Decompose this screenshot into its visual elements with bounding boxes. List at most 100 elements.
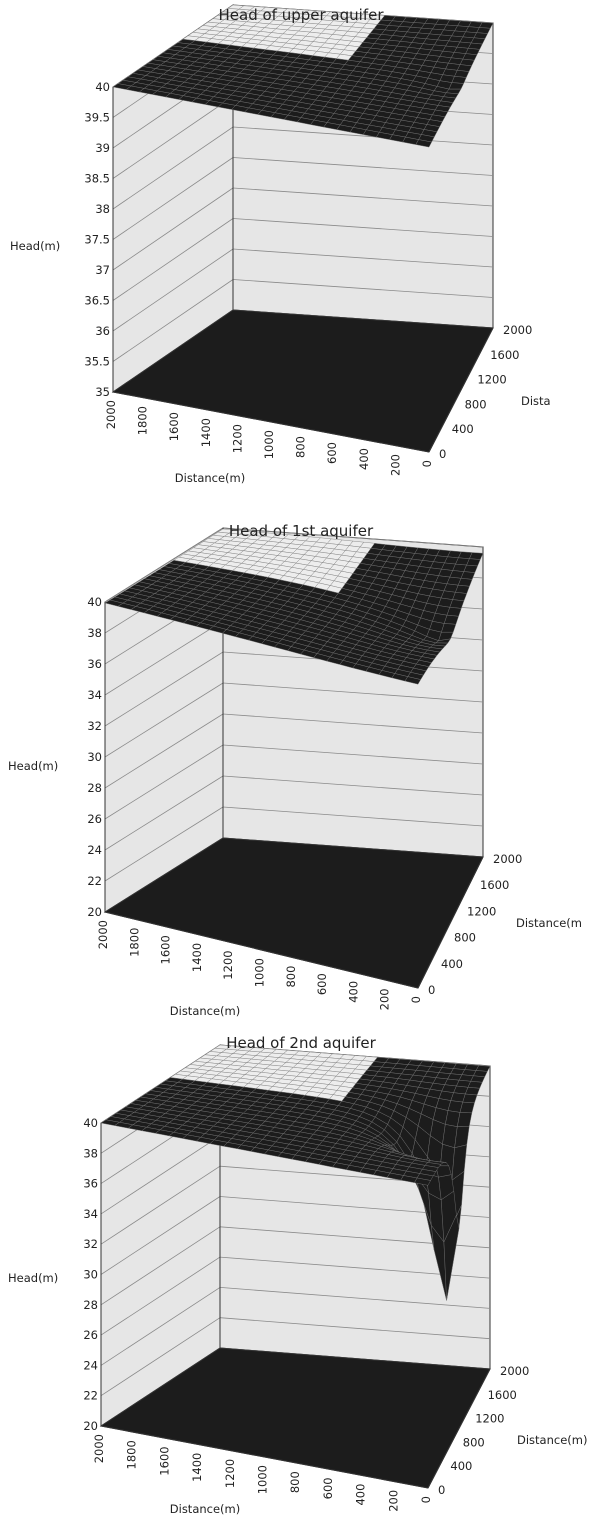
- surface-cell: [462, 1093, 478, 1104]
- z-tick-label: 22: [87, 874, 102, 888]
- z-tick-label: 36: [95, 324, 110, 338]
- x-axis-label: Distance(m): [170, 1502, 240, 1516]
- back-wall-gridline: [222, 775, 484, 796]
- x-tick-label: 1000: [256, 1465, 270, 1494]
- z-tick-label: 24: [83, 1358, 98, 1372]
- chart-title: Head of 2nd aquifer: [226, 1034, 376, 1052]
- surface-cell: [443, 614, 459, 625]
- surface-cell: [441, 623, 457, 633]
- chart-second-aquifer-svg: Head of 2nd aquifer 20 22 24 26 28 30 32 34 36 38 4…: [8, 1034, 587, 1516]
- left-wall-gridline: [112, 279, 234, 362]
- left-wall-gridline: [100, 1287, 221, 1366]
- z-tick-label: 34: [83, 1207, 98, 1221]
- chart-upper-aquifer-svg: Head of upper aquifer 35 35.5 36 36.5 37 37.5 3…: [10, 4, 551, 485]
- surface-cell: [467, 1081, 483, 1089]
- y-tick-label: 800: [454, 931, 476, 945]
- x-axis-line: [104, 911, 419, 989]
- left-wall-gridline: [100, 1196, 221, 1275]
- head-surface-mesh: [100, 1044, 491, 1301]
- y-tick-label: 800: [463, 1435, 485, 1449]
- z-tick-label: 32: [87, 719, 102, 733]
- left-wall-gridline: [112, 96, 234, 179]
- surface-cell: [459, 1101, 475, 1114]
- back-wall-gridline: [232, 157, 494, 176]
- x-tick-label: 400: [354, 1484, 368, 1506]
- x-tick-label: 1600: [167, 412, 181, 441]
- left-wall-gridline: [112, 218, 234, 301]
- left-wall-gridline: [104, 775, 224, 851]
- y-axis-label: Distance(m): [517, 1433, 587, 1447]
- y-tick-label: 2000: [493, 852, 522, 866]
- surface-cell: [414, 1177, 431, 1186]
- z-tick-label: 40: [87, 595, 102, 609]
- y-axis-label: Dista: [521, 394, 551, 408]
- left-wall-gridline: [104, 744, 224, 820]
- surface-cell: [415, 139, 433, 148]
- x-tick-label: 1400: [190, 943, 204, 972]
- left-wall-gridline: [112, 157, 234, 240]
- y-tick-label: 2000: [503, 323, 532, 337]
- z-tick-label: 32: [83, 1237, 98, 1251]
- surface-cell: [446, 607, 462, 617]
- surface-cell: [448, 82, 465, 90]
- back-wall-gridline: [219, 1287, 491, 1309]
- y-tick-label: 1200: [475, 1412, 504, 1426]
- z-tick-label: 38: [95, 202, 110, 216]
- z-tick-label: 39.5: [84, 111, 110, 125]
- x-tick-label: 1800: [127, 928, 141, 957]
- x-tick-label: 200: [386, 1490, 400, 1512]
- y-tick-label: 1600: [490, 348, 519, 362]
- surface-cell: [457, 578, 473, 587]
- x-tick-label: 800: [284, 966, 298, 988]
- x-tick-label: 0: [420, 460, 434, 467]
- x-tick-label: 1200: [230, 424, 244, 453]
- x-tick-label: 2000: [104, 400, 118, 429]
- z-tick-label: 38: [87, 626, 102, 640]
- surface-cell: [457, 1112, 473, 1127]
- z-tick-label: 28: [83, 1298, 98, 1312]
- z-tick-label: 37: [95, 263, 110, 277]
- chart-first-aquifer-svg: Head of 1st aquifer 20 22 24 26 28 30 32 34 36 38 4…: [8, 522, 582, 1018]
- z-axis-label: Head(m): [8, 1271, 58, 1285]
- y-axis-line: [417, 856, 484, 989]
- left-wall-gridline: [112, 126, 234, 210]
- z-tick-label: 38: [83, 1146, 98, 1160]
- y-tick-label: 0: [439, 447, 446, 461]
- x-tick-label: 400: [346, 981, 360, 1003]
- left-wall-gridline: [100, 1135, 221, 1215]
- surface-cell: [449, 599, 465, 609]
- x-tick-label: 2000: [92, 1434, 106, 1463]
- x-tick-label: 1400: [199, 418, 213, 447]
- left-wall-gridline: [104, 713, 224, 789]
- x-tick-label: 1200: [223, 1459, 237, 1488]
- back-wall-gridline: [222, 806, 484, 827]
- y-tick-label: 1200: [477, 373, 506, 387]
- x-axis-label: Distance(m): [170, 1004, 240, 1018]
- x-axis-line: [100, 1425, 429, 1489]
- y-tick-label: 1200: [467, 904, 496, 918]
- x-tick-label: 1600: [159, 935, 173, 964]
- y-tick-label: 2000: [500, 1364, 529, 1378]
- x-tick-label: 0: [409, 996, 423, 1003]
- back-wall-gridline: [232, 218, 494, 237]
- z-tick-label: 26: [87, 812, 102, 826]
- surface-cell: [451, 76, 467, 84]
- back-wall-gridline: [232, 126, 494, 146]
- back-wall-gridline: [222, 682, 484, 703]
- surface-cell: [404, 676, 422, 685]
- y-tick-label: 800: [465, 397, 487, 411]
- x-tick-label: 1800: [125, 1440, 139, 1469]
- x-tick-label: 1200: [221, 950, 235, 979]
- x-tick-label: 1000: [262, 430, 276, 459]
- left-wall-gridline: [100, 1165, 221, 1245]
- chart-upper-aquifer: Head of upper aquifer 35 35.5 36 36.5 37 37.5 3…: [0, 0, 603, 500]
- left-wall-gridline: [100, 1256, 221, 1336]
- back-wall-gridline: [232, 187, 494, 207]
- left-wall-gridline: [104, 651, 224, 727]
- x-tick-label: 1000: [253, 958, 267, 987]
- left-wall-gridline: [112, 248, 234, 332]
- y-tick-label: 1600: [480, 878, 509, 892]
- z-tick-label: 36.5: [84, 294, 110, 308]
- z-tick-label: 20: [87, 905, 102, 919]
- z-tick-label: 35: [95, 385, 110, 399]
